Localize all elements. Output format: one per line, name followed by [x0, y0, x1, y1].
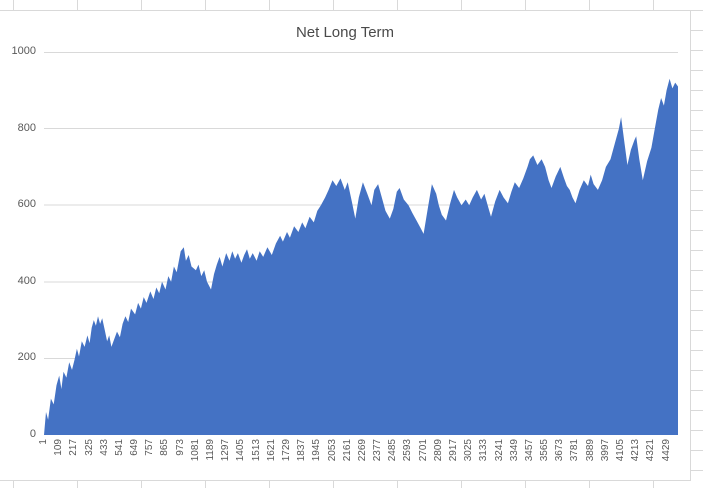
x-axis-tick-label: 2161	[341, 439, 353, 462]
x-axis-tick-label: 2917	[448, 439, 459, 462]
x-axis-tick-label: 2269	[356, 439, 368, 462]
x-axis-tick-label: 2053	[326, 439, 338, 462]
x-axis-tick-label: 2809	[432, 439, 444, 462]
plot-area	[44, 52, 678, 436]
y-axis-tick-label: 0	[29, 428, 36, 440]
y-axis-tick-label: 800	[17, 121, 36, 134]
x-axis-tick-label: 1	[38, 439, 49, 445]
x-axis-tick-label: 1513	[250, 439, 262, 462]
x-axis-tick-label: 3673	[554, 439, 566, 462]
x-axis-tick-label: 3241	[493, 439, 505, 462]
y-axis-tick-label: 200	[17, 351, 36, 364]
x-axis-tick-label: 4429	[660, 439, 672, 462]
x-axis-tick-label: 109	[53, 439, 65, 456]
chart-title: Net Long Term	[295, 24, 395, 41]
x-axis-tick-label: 3133	[478, 439, 490, 462]
x-axis-tick-label: 1405	[235, 439, 247, 462]
y-axis-tick-label: 1000	[11, 45, 36, 57]
x-axis-tick-label: 217	[68, 439, 80, 456]
chart-object[interactable]: Net Long Term 0 200 400 600 800 1000 1 109 217 3…	[0, 11, 691, 481]
x-axis-tick-label: 3997	[599, 439, 611, 462]
x-axis-tick-label: 2485	[387, 439, 399, 462]
x-axis-tick-label: 3457	[523, 439, 535, 462]
x-axis-tick-label: 4321	[645, 439, 657, 462]
x-axis-tick-label: 4213	[630, 439, 642, 462]
x-axis-labels: 1 109 217 325 433 541 649 757 865 973 1081 1189 1297…	[0, 437, 690, 487]
x-axis-tick-label: 4105	[615, 439, 627, 462]
x-axis-tick-label: 1729	[280, 439, 292, 462]
x-axis-tick-label: 325	[83, 439, 95, 456]
x-axis-tick-label: 3781	[569, 439, 581, 462]
x-axis-tick-label: 1837	[296, 439, 308, 462]
x-axis-tick-label: 865	[159, 439, 171, 456]
x-axis-tick-label: 3025	[463, 439, 475, 462]
x-axis-tick-label: 2593	[402, 439, 414, 462]
x-axis-tick-label: 1081	[189, 439, 201, 462]
x-axis-tick-label: 2377	[372, 439, 384, 462]
x-axis-tick-label: 1189	[205, 439, 217, 461]
x-axis-tick-label: 1621	[265, 439, 277, 462]
y-axis-tick-label: 600	[17, 198, 36, 211]
x-axis-tick-label: 3565	[539, 439, 551, 462]
x-axis-tick-label: 3889	[584, 439, 596, 462]
x-axis-tick-label: 3349	[508, 439, 520, 462]
area-series	[44, 52, 678, 436]
x-axis-tick-label: 1945	[311, 439, 323, 462]
x-axis-tick-label: 2701	[417, 439, 429, 462]
x-axis-tick-label: 541	[113, 439, 125, 456]
x-axis-tick-label: 1297	[220, 439, 232, 462]
x-axis-tick-label: 649	[129, 439, 141, 456]
area-fill	[44, 78, 678, 436]
y-axis-tick-label: 400	[17, 274, 36, 287]
x-axis-tick-label: 757	[144, 439, 156, 456]
x-axis-tick-label: 973	[174, 439, 186, 456]
x-axis-tick-label: 433	[98, 439, 110, 456]
